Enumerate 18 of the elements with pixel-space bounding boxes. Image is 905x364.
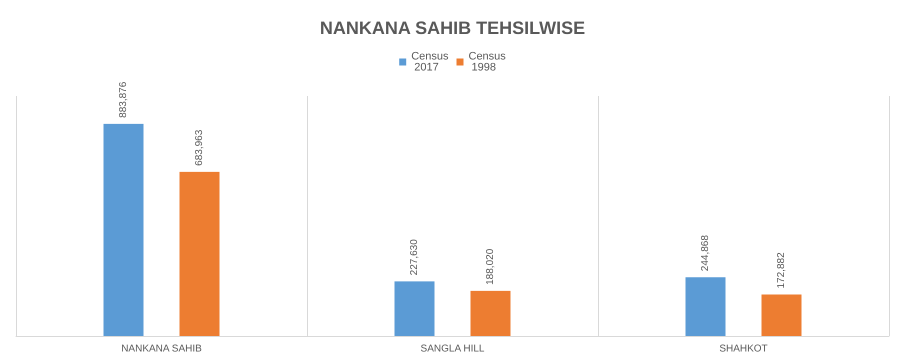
bar [470,290,510,336]
data-label: 683,963 [194,129,205,166]
bar [180,172,220,336]
data-label: 883,876 [118,81,129,118]
data-label: 172,882 [776,252,787,289]
data-label: 227,630 [409,238,420,276]
x-tick-label: NANKANA SAHIB [121,344,202,354]
bar [762,294,802,336]
bar [394,281,434,336]
x-tick-label: SANGLA HILL [420,344,485,354]
data-label: 244,868 [700,234,711,272]
legend-label: Census 1998 [468,50,506,74]
chart-title: NANKANA SAHIB TEHSILWISE [320,18,586,38]
data-label: 188,020 [485,248,496,285]
x-tick-label: SHAHKOT [719,344,768,354]
legend-label: Census 2017 [411,50,449,74]
bar [686,277,726,336]
bar [104,124,144,336]
